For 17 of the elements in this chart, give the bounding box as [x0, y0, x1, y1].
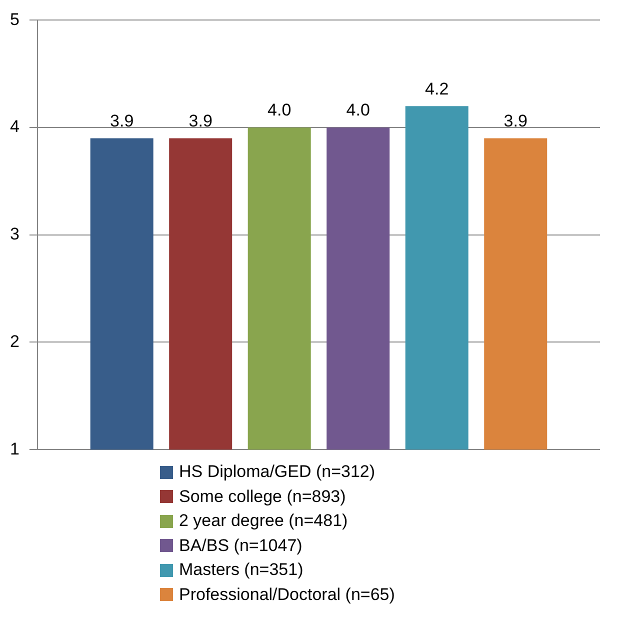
y-tick-label: 4 [10, 117, 20, 136]
legend-label: 2 year degree (n=481) [179, 510, 348, 532]
legend-label: Masters (n=351) [179, 559, 304, 581]
data-label: 4.0 [268, 100, 292, 120]
data-label: 4.2 [425, 79, 449, 98]
legend-label: HS Diploma/GED (n=312) [179, 461, 376, 483]
y-tick-label: 5 [10, 10, 20, 29]
data-label: 4.0 [346, 100, 370, 120]
data-label: 3.9 [188, 111, 212, 130]
data-label: 3.9 [110, 111, 134, 130]
y-tick-label: 1 [10, 439, 20, 458]
legend-label: BA/BS (n=1047) [179, 534, 302, 556]
data-label: 3.9 [504, 111, 528, 130]
y-tick-label: 2 [10, 332, 20, 351]
legend-label: Some college (n=893) [179, 486, 346, 508]
legend-label: Professional/Doctoral (n=65) [179, 584, 395, 606]
y-tick-label: 3 [10, 224, 20, 244]
